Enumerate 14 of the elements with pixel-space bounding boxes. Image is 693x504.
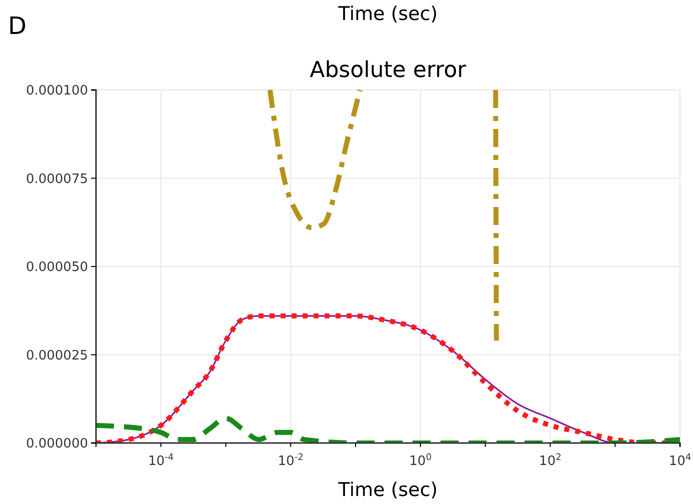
- x-tick-label: 10$^{-2}$: [278, 453, 304, 469]
- y-tick-label: 0.000025: [26, 348, 88, 364]
- y-tick-label: 0.000100: [26, 84, 88, 99]
- x-tick-label: 10$^{4}$: [668, 453, 692, 469]
- y-tick-label: 0.000050: [26, 260, 88, 276]
- x-tick-label: 10$^{-4}$: [148, 453, 174, 469]
- y-tick-label: 0.000000: [26, 436, 88, 452]
- x-tick-label: 10$^{2}$: [539, 453, 562, 469]
- text: D: [8, 12, 26, 40]
- text: Time (sec): [337, 3, 438, 25]
- x-axis-title: Time (sec): [337, 479, 438, 501]
- y-tick-label: 0.000075: [26, 172, 88, 187]
- x-tick-label: 10$^{0}$: [409, 453, 432, 469]
- chart-title: Absolute error: [310, 58, 468, 83]
